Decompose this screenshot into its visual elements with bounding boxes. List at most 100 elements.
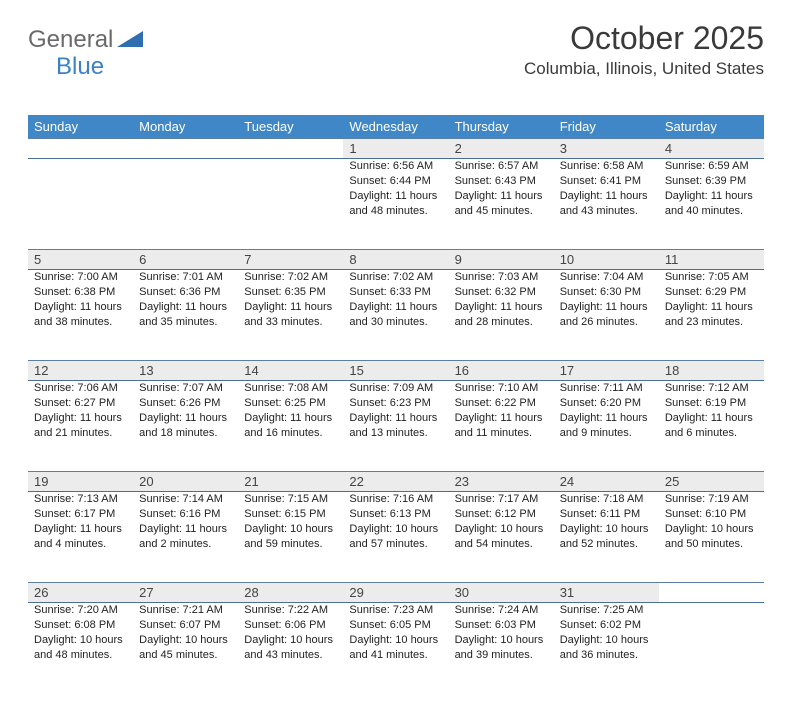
sunset-line: Sunset: 6:35 PM [244, 285, 337, 300]
day-detail-cell: Sunrise: 7:14 AMSunset: 6:16 PMDaylight:… [133, 492, 238, 583]
day-detail-cell: Sunrise: 7:08 AMSunset: 6:25 PMDaylight:… [238, 381, 343, 472]
day-number-cell: 20 [133, 472, 238, 492]
sunrise-line: Sunrise: 7:22 AM [244, 603, 337, 618]
day-number-cell [659, 583, 764, 603]
day-number-cell: 17 [554, 361, 659, 381]
daylight-line: Daylight: 11 hours and 4 minutes. [34, 522, 127, 552]
day-number-cell: 22 [343, 472, 448, 492]
daylight-line: Daylight: 11 hours and 2 minutes. [139, 522, 232, 552]
day-number-row: 19202122232425 [28, 472, 764, 492]
day-detail-cell [238, 159, 343, 250]
sunrise-line: Sunrise: 7:17 AM [455, 492, 548, 507]
day-number-cell [133, 139, 238, 159]
weekday-header-row: SundayMondayTuesdayWednesdayThursdayFrid… [28, 115, 764, 139]
sunrise-line: Sunrise: 7:09 AM [349, 381, 442, 396]
day-number-cell: 28 [238, 583, 343, 603]
daylight-line: Daylight: 11 hours and 45 minutes. [455, 189, 548, 219]
sunset-line: Sunset: 6:17 PM [34, 507, 127, 522]
logo: General [28, 26, 145, 54]
sunrise-line: Sunrise: 7:00 AM [34, 270, 127, 285]
day-detail-cell: Sunrise: 7:25 AMSunset: 6:02 PMDaylight:… [554, 603, 659, 694]
title-block: October 2025 Columbia, Illinois, United … [524, 20, 764, 79]
day-detail-cell: Sunrise: 7:18 AMSunset: 6:11 PMDaylight:… [554, 492, 659, 583]
weekday-header: Thursday [449, 115, 554, 139]
daylight-line: Daylight: 10 hours and 43 minutes. [244, 633, 337, 663]
day-detail-cell: Sunrise: 7:05 AMSunset: 6:29 PMDaylight:… [659, 270, 764, 361]
day-number-cell: 18 [659, 361, 764, 381]
sunrise-line: Sunrise: 7:18 AM [560, 492, 653, 507]
daylight-line: Daylight: 11 hours and 13 minutes. [349, 411, 442, 441]
day-detail-cell: Sunrise: 6:57 AMSunset: 6:43 PMDaylight:… [449, 159, 554, 250]
day-number-cell: 4 [659, 139, 764, 159]
sunrise-line: Sunrise: 6:56 AM [349, 159, 442, 174]
daylight-line: Daylight: 10 hours and 41 minutes. [349, 633, 442, 663]
sunset-line: Sunset: 6:32 PM [455, 285, 548, 300]
day-detail-cell [659, 603, 764, 694]
day-number-cell: 25 [659, 472, 764, 492]
weekday-header: Friday [554, 115, 659, 139]
day-detail-cell: Sunrise: 7:02 AMSunset: 6:35 PMDaylight:… [238, 270, 343, 361]
day-detail-cell: Sunrise: 7:12 AMSunset: 6:19 PMDaylight:… [659, 381, 764, 472]
day-detail-cell: Sunrise: 7:16 AMSunset: 6:13 PMDaylight:… [343, 492, 448, 583]
sunrise-line: Sunrise: 7:08 AM [244, 381, 337, 396]
day-number-cell: 27 [133, 583, 238, 603]
day-detail-cell: Sunrise: 7:13 AMSunset: 6:17 PMDaylight:… [28, 492, 133, 583]
sunrise-line: Sunrise: 7:02 AM [349, 270, 442, 285]
sunset-line: Sunset: 6:05 PM [349, 618, 442, 633]
day-number-cell: 16 [449, 361, 554, 381]
sunset-line: Sunset: 6:22 PM [455, 396, 548, 411]
day-detail-cell: Sunrise: 7:07 AMSunset: 6:26 PMDaylight:… [133, 381, 238, 472]
weekday-header: Monday [133, 115, 238, 139]
daylight-line: Daylight: 11 hours and 48 minutes. [349, 189, 442, 219]
day-detail-cell: Sunrise: 7:00 AMSunset: 6:38 PMDaylight:… [28, 270, 133, 361]
day-detail-row: Sunrise: 7:00 AMSunset: 6:38 PM Daylight:… [28, 270, 764, 361]
day-number-cell: 7 [238, 250, 343, 270]
day-number-row: 567891011 [28, 250, 764, 270]
day-number-cell: 26 [28, 583, 133, 603]
sunrise-line: Sunrise: 7:16 AM [349, 492, 442, 507]
day-detail-cell: Sunrise: 6:56 AMSunset: 6:44 PMDaylight:… [343, 159, 448, 250]
daylight-line: Daylight: 10 hours and 52 minutes. [560, 522, 653, 552]
sunrise-line: Sunrise: 7:24 AM [455, 603, 548, 618]
day-detail-cell: Sunrise: 7:23 AMSunset: 6:05 PMDaylight:… [343, 603, 448, 694]
sunset-line: Sunset: 6:38 PM [34, 285, 127, 300]
day-number-cell: 6 [133, 250, 238, 270]
day-detail-cell: Sunrise: 7:19 AMSunset: 6:10 PMDaylight:… [659, 492, 764, 583]
day-number-cell: 13 [133, 361, 238, 381]
day-detail-cell: Sunrise: 7:10 AMSunset: 6:22 PMDaylight:… [449, 381, 554, 472]
sunset-line: Sunset: 6:39 PM [665, 174, 758, 189]
day-number-cell: 14 [238, 361, 343, 381]
day-detail-row: Sunrise: 7:06 AMSunset: 6:27 PMDaylight:… [28, 381, 764, 472]
sunrise-line: Sunrise: 6:57 AM [455, 159, 548, 174]
sunrise-line: Sunrise: 7:03 AM [455, 270, 548, 285]
sunset-line: Sunset: 6:43 PM [455, 174, 548, 189]
sunrise-line: Sunrise: 6:58 AM [560, 159, 653, 174]
daylight-line: Daylight: 11 hours and 30 minutes. [349, 300, 442, 330]
day-detail-row: Sunrise: 6:56 AMSunset: 6:44 PMDaylight:… [28, 159, 764, 250]
sunset-line: Sunset: 6:13 PM [349, 507, 442, 522]
sunset-line: Sunset: 6:33 PM [349, 285, 442, 300]
sunset-line: Sunset: 6:02 PM [560, 618, 653, 633]
daylight-line: Daylight: 11 hours and 28 minutes. [455, 300, 548, 330]
sunrise-line: Sunrise: 6:59 AM [665, 159, 758, 174]
location: Columbia, Illinois, United States [524, 59, 764, 79]
daylight-line: Daylight: 11 hours and 21 minutes. [34, 411, 127, 441]
day-detail-cell: Sunrise: 6:58 AMSunset: 6:41 PMDaylight:… [554, 159, 659, 250]
day-number-cell: 1 [343, 139, 448, 159]
daylight-line: Daylight: 11 hours and 43 minutes. [560, 189, 653, 219]
daylight-line: Daylight: 11 hours and 9 minutes. [560, 411, 653, 441]
sunrise-line: Sunrise: 7:10 AM [455, 381, 548, 396]
daylight-line: Daylight: 10 hours and 57 minutes. [349, 522, 442, 552]
day-number-cell: 12 [28, 361, 133, 381]
day-detail-cell: Sunrise: 7:20 AMSunset: 6:08 PMDaylight:… [28, 603, 133, 694]
sunset-line: Sunset: 6:29 PM [665, 285, 758, 300]
day-number-cell: 9 [449, 250, 554, 270]
sunrise-line: Sunrise: 7:19 AM [665, 492, 758, 507]
day-detail-cell [133, 159, 238, 250]
sunset-line: Sunset: 6:44 PM [349, 174, 442, 189]
day-detail-cell: Sunrise: 7:17 AMSunset: 6:12 PMDaylight:… [449, 492, 554, 583]
day-detail-cell: Sunrise: 7:03 AMSunset: 6:32 PMDaylight:… [449, 270, 554, 361]
day-number-cell: 11 [659, 250, 764, 270]
logo-triangle-icon [117, 29, 143, 52]
daylight-line: Daylight: 10 hours and 36 minutes. [560, 633, 653, 663]
